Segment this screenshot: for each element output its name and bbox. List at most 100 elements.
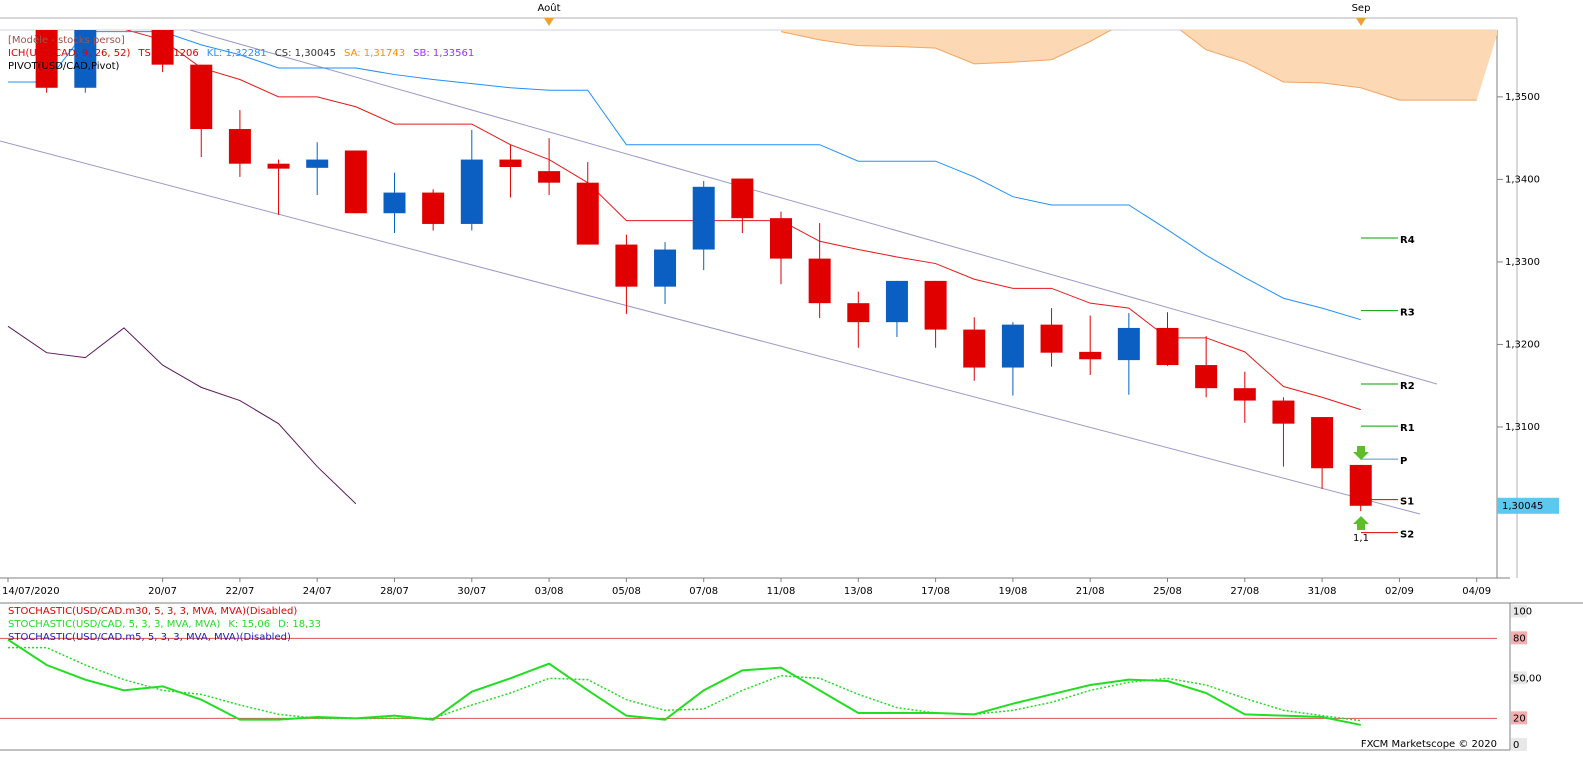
month-marker: [1356, 18, 1366, 26]
candle-body: [847, 303, 870, 323]
y-tick-label: 20: [1513, 713, 1526, 724]
x-tick-label: 28/07: [380, 586, 409, 597]
last-price-label: 1,30045: [1502, 501, 1543, 512]
legend-item: ICH(USD/CAD, 9, 26, 52): [8, 48, 130, 59]
candle-body: [1001, 324, 1024, 368]
candle-body: [1311, 417, 1334, 469]
y-tick-label: 100: [1513, 607, 1532, 618]
x-tick-label: 30/07: [457, 586, 486, 597]
y-tick-label: 1,3200: [1505, 339, 1540, 350]
candle-body: [770, 218, 792, 259]
candle-body: [35, 30, 58, 88]
y-tick-box: [1511, 604, 1527, 618]
x-tick-label: 27/08: [1230, 586, 1259, 597]
pivot-label: P: [1400, 456, 1407, 467]
y-tick-box: [1511, 671, 1527, 685]
legend-row: STOCHASTIC(USD/CAD.m30, 5, 3, 3, MVA, MV…: [8, 606, 297, 617]
arrow-note: 1,1: [1353, 533, 1369, 544]
x-tick-label: 03/08: [535, 586, 564, 597]
pivot-label: S2: [1400, 530, 1414, 541]
legend-item: D: 18,33: [278, 619, 321, 630]
legend-item: PIVOT(USD/CAD,Pivot): [8, 61, 120, 72]
pivot-label: R3: [1400, 308, 1415, 319]
x-tick-label: 20/07: [148, 586, 177, 597]
candle-body: [499, 159, 522, 167]
legend-item: SB: 1,33561: [413, 48, 474, 59]
legend-row: PIVOT(USD/CAD,Pivot): [8, 61, 120, 72]
legend-row: ICH(USD/CAD, 9, 26, 52) TS: 1,31206 KL: 1,…: [8, 48, 474, 59]
legend-item: [Modèle - stocks perso]: [8, 34, 125, 46]
legend-row: STOCHASTIC(USD/CAD, 5, 3, 3, MVA, MVA) K:…: [8, 619, 321, 630]
down-arrow: [1353, 446, 1369, 460]
candle-body: [576, 182, 599, 245]
trend-channel: [189, 30, 1438, 385]
y-tick-label: 1,3500: [1505, 92, 1540, 103]
month-marker: [544, 18, 554, 26]
candle-body: [963, 329, 986, 368]
pivot-label: R4: [1400, 235, 1415, 246]
pivot-label: R1: [1400, 423, 1415, 434]
legend-item: SA: 1,31743: [344, 48, 405, 59]
candle-body: [615, 244, 638, 287]
candle-body: [1079, 351, 1102, 360]
legend-item: STOCHASTIC(USD/CAD.m5, 5, 3, 3, MVA, MVA…: [8, 632, 291, 643]
candle-body: [654, 249, 677, 287]
footer: FXCM Marketscope © 2020: [1361, 739, 1497, 750]
y-tick-label: 1,3100: [1505, 422, 1540, 433]
last-price-box: [1497, 497, 1559, 514]
candle-body: [151, 30, 174, 65]
candle-body: [190, 64, 213, 130]
x-tick-label: 22/07: [225, 586, 254, 597]
legend-item: STOCHASTIC(USD/CAD.m30, 5, 3, 3, MVA, MV…: [8, 606, 297, 617]
candle-body: [808, 258, 831, 304]
pivot-label: R2: [1400, 381, 1415, 392]
x-tick-label: 21/08: [1076, 586, 1105, 597]
candle-body: [1272, 400, 1295, 424]
up-arrow: [1353, 516, 1369, 530]
x-tick-label: 31/08: [1308, 586, 1337, 597]
x-tick-label: 25/08: [1153, 586, 1182, 597]
x-tick-label: 14/07/2020: [2, 586, 60, 597]
line-series: [8, 646, 1361, 722]
candle-body: [1233, 388, 1256, 401]
price-plot: [0, 30, 1497, 515]
month-label: Sep: [1352, 3, 1371, 14]
x-tick-label: 04/09: [1462, 586, 1491, 597]
legend-item: TS: 1,31206: [137, 48, 198, 59]
x-tick-label: 05/08: [612, 586, 641, 597]
y-tick-box: [1511, 738, 1527, 751]
candle-body: [383, 192, 406, 214]
candle-body: [422, 192, 445, 224]
candle-body: [1117, 327, 1140, 361]
line-series: [7, 638, 1361, 726]
y-tick-label: 80: [1513, 633, 1526, 644]
candle-body: [1195, 365, 1218, 389]
candle-body: [731, 178, 754, 219]
x-tick-label: 17/08: [921, 586, 950, 597]
legend-item: KL: 1,32281: [207, 48, 267, 59]
legend-row: STOCHASTIC(USD/CAD.m5, 5, 3, 3, MVA, MVA…: [8, 632, 291, 643]
candle-body: [228, 129, 251, 164]
y-tick-label: 0: [1513, 740, 1519, 751]
y-tick-box: [1511, 631, 1527, 645]
candle-body: [1349, 464, 1372, 506]
month-label: Août: [537, 2, 560, 14]
x-tick-label: 07/08: [689, 586, 718, 597]
candle-body: [924, 280, 947, 330]
x-tick-label: 02/09: [1385, 586, 1414, 597]
candle-body: [74, 30, 97, 88]
candle-body: [344, 150, 367, 214]
y-tick-label: 1,3400: [1505, 174, 1540, 185]
y-tick-box: [1511, 711, 1527, 725]
y-tick-label: 1,3300: [1505, 257, 1540, 268]
candle-body: [1156, 327, 1179, 366]
y-tick-label: 50,00: [1513, 673, 1542, 684]
candle-body: [306, 159, 329, 168]
x-tick-label: 24/07: [303, 586, 332, 597]
candle-body: [885, 280, 908, 323]
candle-body: [692, 186, 715, 250]
legend-item: CS: 1,30045: [275, 48, 336, 59]
